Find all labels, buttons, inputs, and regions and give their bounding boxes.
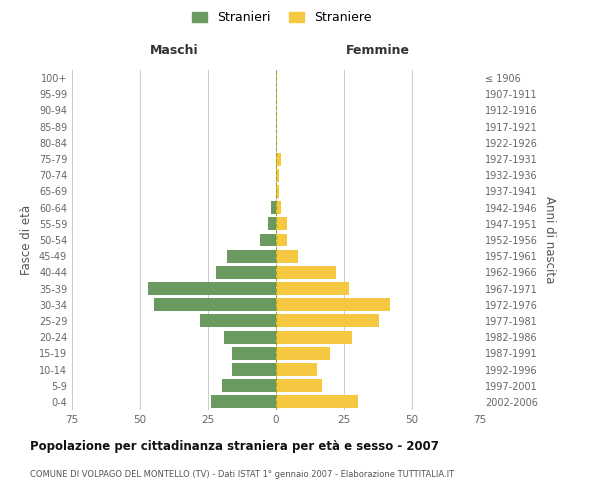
Bar [276, 234, 287, 246]
Bar [276, 201, 281, 214]
Bar [276, 218, 287, 230]
Bar [221, 379, 276, 392]
Text: COMUNE DI VOLPAGO DEL MONTELLO (TV) - Dati ISTAT 1° gennaio 2007 - Elaborazione : COMUNE DI VOLPAGO DEL MONTELLO (TV) - Da… [30, 470, 454, 479]
Bar [216, 266, 276, 279]
Y-axis label: Anni di nascita: Anni di nascita [543, 196, 556, 284]
Bar [276, 250, 298, 262]
Bar [260, 234, 276, 246]
Bar [224, 330, 276, 344]
Bar [211, 396, 276, 408]
Legend: Stranieri, Straniere: Stranieri, Straniere [192, 11, 372, 24]
Bar [276, 152, 281, 166]
Bar [276, 379, 322, 392]
Bar [268, 218, 276, 230]
Bar [271, 201, 276, 214]
Bar [276, 330, 352, 344]
Bar [227, 250, 276, 262]
Bar [276, 185, 279, 198]
Bar [276, 169, 279, 181]
Bar [276, 396, 358, 408]
Bar [276, 298, 390, 311]
Bar [276, 363, 317, 376]
Bar [276, 347, 331, 360]
Text: Maschi: Maschi [149, 44, 199, 57]
Bar [232, 347, 276, 360]
Bar [200, 314, 276, 328]
Text: Popolazione per cittadinanza straniera per età e sesso - 2007: Popolazione per cittadinanza straniera p… [30, 440, 439, 453]
Bar [276, 282, 349, 295]
Bar [232, 363, 276, 376]
Bar [154, 298, 276, 311]
Text: Femmine: Femmine [346, 44, 410, 57]
Bar [148, 282, 276, 295]
Y-axis label: Fasce di età: Fasce di età [20, 205, 33, 275]
Bar [276, 314, 379, 328]
Bar [276, 266, 336, 279]
